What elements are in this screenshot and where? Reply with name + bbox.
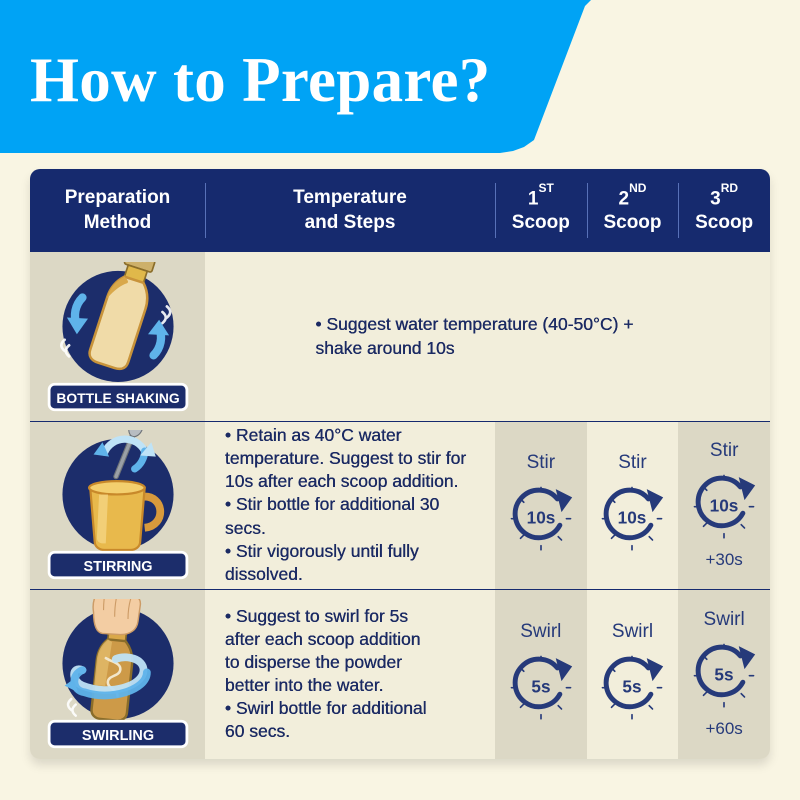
svg-text:SWIRLING: SWIRLING — [81, 728, 153, 744]
svg-text:5s: 5s — [531, 677, 550, 697]
svg-text:10s: 10s — [526, 508, 555, 528]
svg-text:BOTTLE SHAKING: BOTTLE SHAKING — [56, 390, 179, 406]
svg-text:10s: 10s — [618, 508, 647, 528]
svg-text:5s: 5s — [715, 665, 734, 685]
svg-text:STIRRING: STIRRING — [83, 559, 152, 575]
svg-text:10s: 10s — [710, 496, 739, 516]
svg-text:5s: 5s — [623, 677, 642, 697]
